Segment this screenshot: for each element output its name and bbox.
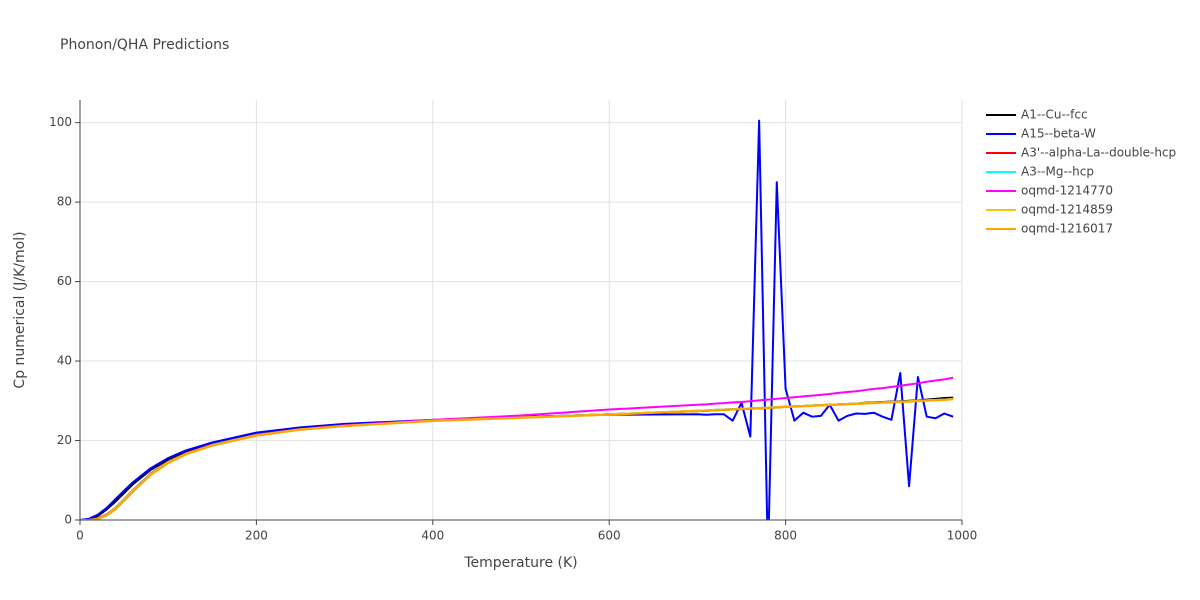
- series-line: [80, 119, 954, 520]
- plot-area: [80, 119, 954, 520]
- legend-label: oqmd-1216017: [1021, 222, 1113, 236]
- y-tick-label: 80: [57, 195, 72, 209]
- x-tick-label: 1000: [947, 529, 978, 543]
- y-tick-label: 60: [57, 274, 72, 288]
- series-line: [80, 397, 954, 520]
- legend: A1--Cu--fcc A15--beta-W A3'--alpha-La--dou…: [986, 108, 1176, 236]
- legend-label: A3--Mg--hcp: [1021, 165, 1094, 179]
- series-line: [80, 398, 954, 520]
- chart-title: Phonon/QHA Predictions: [60, 37, 229, 53]
- legend-label: A1--Cu--fcc: [1021, 108, 1088, 122]
- y-tick-label: 40: [57, 354, 72, 368]
- y-tick-label: 100: [49, 115, 72, 129]
- x-tick-label: 400: [421, 529, 444, 543]
- x-tick-label: 200: [245, 529, 268, 543]
- y-tick-label: 20: [57, 433, 72, 447]
- x-tick-label: 0: [76, 529, 84, 543]
- y-tick-label: 0: [64, 513, 72, 527]
- grid: [79, 100, 963, 521]
- legend-label: A3'--alpha-La--double-hcp: [1021, 146, 1176, 160]
- y-axis-title: Cp numerical (J/K/mol): [12, 231, 28, 388]
- legend-label: A15--beta-W: [1021, 127, 1096, 141]
- legend-label: oqmd-1214770: [1021, 184, 1113, 198]
- x-axis-title: Temperature (K): [463, 555, 577, 571]
- series-line: [80, 376, 954, 520]
- x-tick-label: 800: [774, 529, 797, 543]
- legend-label: oqmd-1214859: [1021, 203, 1113, 217]
- x-tick-label: 600: [598, 529, 621, 543]
